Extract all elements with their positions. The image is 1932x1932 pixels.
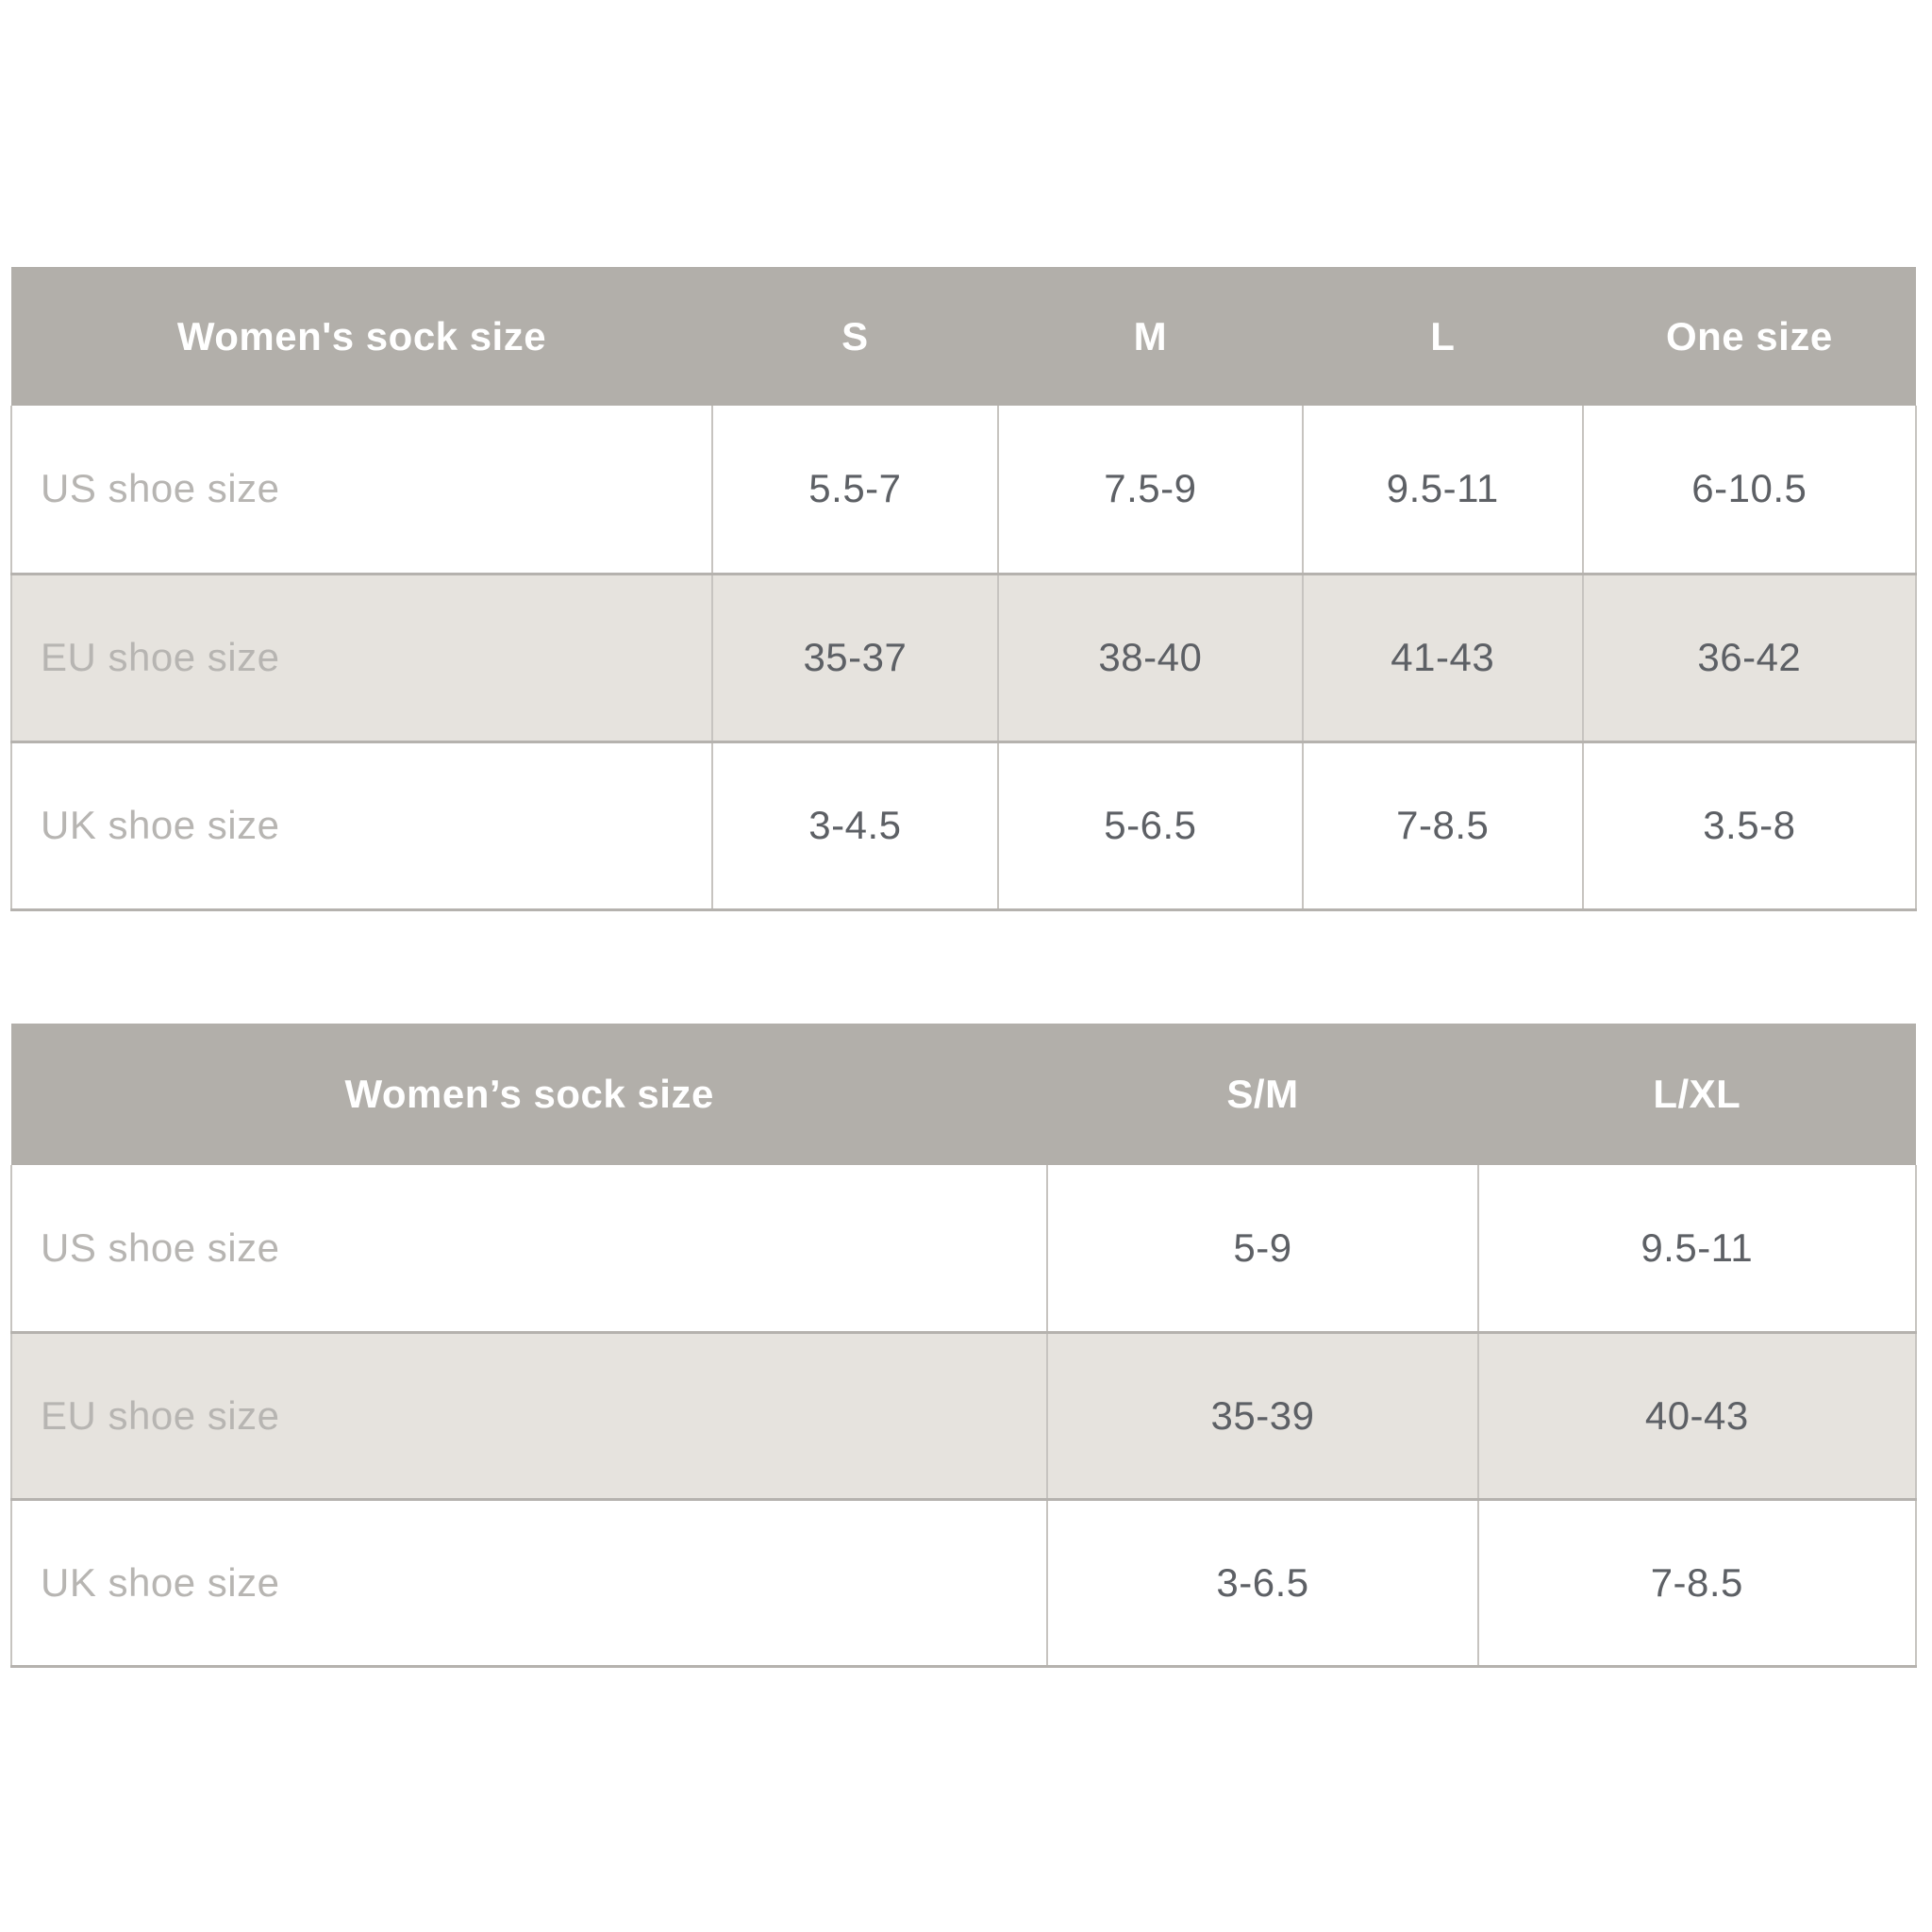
table1-row-eu-shoe-size: EU shoe size 35-37 38-40 41-43 36-42 (10, 574, 1918, 743)
value-cell: 41-43 (1301, 574, 1584, 743)
table2-header-label-cell: Women’s sock size (11, 1024, 1048, 1165)
value-cell: 5-6.5 (996, 741, 1304, 911)
value-cell: 36-42 (1581, 574, 1918, 743)
value-cell: 9.5-11 (1301, 406, 1584, 575)
table2-row-uk-shoe-size: UK shoe size 3-6.5 7-8.5 (9, 1499, 1918, 1668)
value-cell: 5-9 (1046, 1165, 1479, 1334)
table2-header: Women’s sock size S/M L/XL (11, 1024, 1916, 1165)
value-cell: 35-37 (711, 574, 999, 743)
womens-sock-size-table-4col: Women's sock size S M L One size US shoe… (10, 267, 1918, 911)
table1-header-cell-s: S (712, 267, 998, 406)
value-cell: 3-4.5 (711, 741, 999, 911)
value-cell: 3-6.5 (1046, 1499, 1479, 1668)
table1-header-row: Women's sock size S M L One size (11, 267, 1916, 406)
table2-header-cell-sm: S/M (1047, 1024, 1478, 1165)
table2-row-us-shoe-size: US shoe size 5-9 9.5-11 (9, 1165, 1918, 1334)
row-label-cell: US shoe size (10, 406, 713, 575)
row-label-cell: UK shoe size (10, 741, 713, 911)
row-label-cell: EU shoe size (9, 1332, 1049, 1501)
value-cell: 6-10.5 (1581, 406, 1918, 575)
womens-sock-size-table-2col: Women’s sock size S/M L/XL US shoe size … (9, 1024, 1918, 1668)
row-label-cell: US shoe size (9, 1165, 1049, 1334)
table1-row-uk-shoe-size: UK shoe size 3-4.5 5-6.5 7-8.5 3.5-8 (10, 741, 1918, 911)
table1-header-label-cell: Women's sock size (11, 267, 712, 406)
table2-body: US shoe size 5-9 9.5-11 EU shoe size 35-… (9, 1165, 1918, 1668)
table1-row-us-shoe-size: US shoe size 5.5-7 7.5-9 9.5-11 6-10.5 (10, 406, 1918, 575)
table1-body: US shoe size 5.5-7 7.5-9 9.5-11 6-10.5 E… (10, 406, 1918, 911)
table2-row-eu-shoe-size: EU shoe size 35-39 40-43 (9, 1332, 1918, 1501)
value-cell: 5.5-7 (711, 406, 999, 575)
table1-header-cell-m: M (997, 267, 1303, 406)
value-cell: 35-39 (1046, 1332, 1479, 1501)
value-cell: 7.5-9 (996, 406, 1304, 575)
value-cell: 3.5-8 (1581, 741, 1918, 911)
row-label-cell: EU shoe size (10, 574, 713, 743)
value-cell: 7-8.5 (1301, 741, 1584, 911)
table1-header: Women's sock size S M L One size (11, 267, 1916, 406)
value-cell: 9.5-11 (1476, 1165, 1918, 1334)
value-cell: 40-43 (1476, 1332, 1918, 1501)
table1-header-cell-one-size: One size (1582, 267, 1916, 406)
value-cell: 7-8.5 (1476, 1499, 1918, 1668)
table2-header-row: Women’s sock size S/M L/XL (11, 1024, 1916, 1165)
table2-header-cell-lxl: L/XL (1477, 1024, 1916, 1165)
table1-header-cell-l: L (1302, 267, 1583, 406)
value-cell: 38-40 (996, 574, 1304, 743)
row-label-cell: UK shoe size (9, 1499, 1049, 1668)
